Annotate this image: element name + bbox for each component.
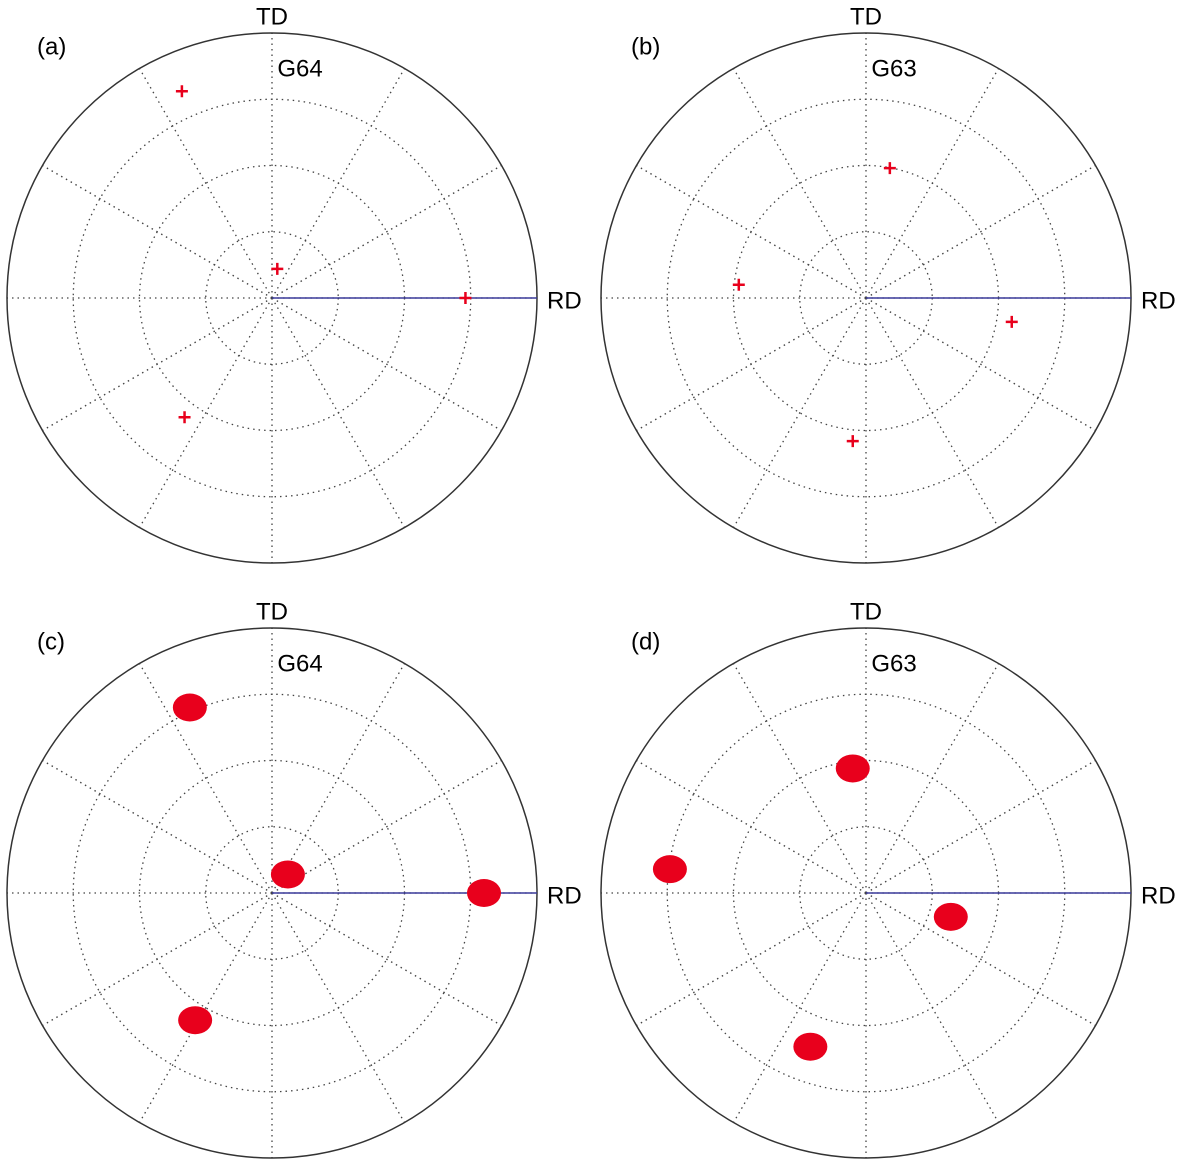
pole-point xyxy=(178,411,191,424)
panel-label: (d) xyxy=(631,628,660,655)
rd-label: RD xyxy=(547,287,582,314)
grain-title: G63 xyxy=(871,55,916,82)
spoke xyxy=(732,663,867,894)
pole-cluster xyxy=(793,1032,828,1061)
pole-cluster xyxy=(835,754,870,783)
td-label: TD xyxy=(850,3,882,30)
pole-cluster xyxy=(178,1006,213,1035)
pole-point xyxy=(175,85,188,98)
td-label: TD xyxy=(256,598,288,625)
pole-point xyxy=(459,292,472,304)
pole-cluster xyxy=(270,860,305,889)
pole-cluster xyxy=(172,693,207,722)
td-label: TD xyxy=(850,598,882,625)
grain-title: G64 xyxy=(277,55,322,82)
rd-label: RD xyxy=(1141,287,1176,314)
pole-cluster xyxy=(933,902,968,931)
spoke xyxy=(732,297,867,528)
pole-point xyxy=(846,435,859,448)
panel-label: (b) xyxy=(631,33,660,60)
spoke xyxy=(865,892,1096,1027)
spoke xyxy=(138,297,273,528)
panel-label: (c) xyxy=(37,628,65,655)
pole-point xyxy=(271,262,284,275)
spoke xyxy=(271,892,502,1027)
pole-point xyxy=(1005,315,1018,328)
spoke xyxy=(138,892,273,1123)
grain-title: G64 xyxy=(277,650,322,677)
rd-label: RD xyxy=(547,882,582,909)
spoke xyxy=(271,297,502,432)
rd-label: RD xyxy=(1141,882,1176,909)
spoke xyxy=(138,68,273,299)
grain-title: G63 xyxy=(871,650,916,677)
pole-point xyxy=(883,162,896,175)
spoke xyxy=(271,759,502,894)
spoke xyxy=(865,759,1096,894)
td-label: TD xyxy=(256,3,288,30)
pole-cluster xyxy=(467,879,501,907)
pole-cluster xyxy=(652,855,687,884)
spoke xyxy=(732,892,867,1123)
spoke xyxy=(138,663,273,894)
spoke xyxy=(865,297,1096,432)
spoke xyxy=(271,164,502,299)
pole-point xyxy=(732,278,745,291)
spoke xyxy=(732,68,867,299)
panel-label: (a) xyxy=(37,33,66,60)
spoke xyxy=(865,164,1096,299)
